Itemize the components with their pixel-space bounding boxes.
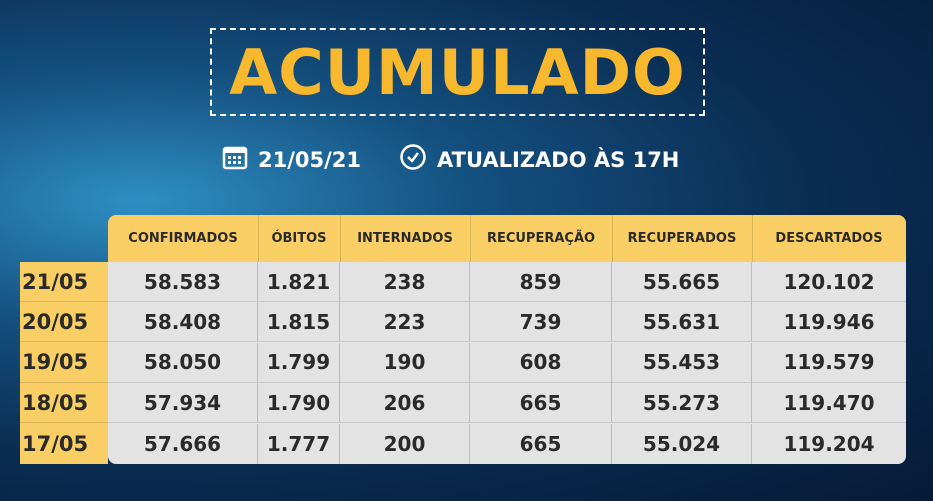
table-header: [108, 215, 906, 262]
data-table: CONFIRMADOS ÓBITOS INTERNADOS RECUPERAÇÃO RE…: [20, 215, 906, 464]
row-date: 21/05: [20, 262, 108, 302]
table-cell: 608: [470, 342, 612, 383]
table-cell: 55.024: [612, 423, 752, 464]
table-cell: 665: [470, 423, 612, 464]
table-cell: 57.934: [108, 383, 258, 424]
column-header: RECUPERADOS: [612, 215, 753, 262]
table-cell: 55.273: [612, 383, 752, 424]
table-cell: 119.470: [752, 383, 906, 424]
row-date: 17/05: [22, 431, 89, 456]
table-cell: 55.631: [612, 302, 752, 343]
column-header: ÓBITOS: [258, 215, 341, 262]
date-text: 21/05/21: [258, 147, 362, 172]
table-cell: 120.102: [752, 262, 906, 302]
column-header: CONFIRMADOS: [108, 215, 259, 262]
column-header: DESCARTADOS: [775, 231, 883, 246]
row-date: 18/05: [20, 383, 108, 424]
table-cell: 58.408: [108, 302, 258, 343]
table-cell: 200: [340, 423, 470, 464]
table-cell: 1.821: [258, 262, 340, 302]
table-cell: 859: [470, 262, 612, 302]
table-cell: 55.665: [612, 262, 752, 302]
row-date: 20/05: [20, 302, 108, 343]
table-body: [108, 262, 906, 464]
table-cell: 223: [340, 302, 470, 343]
calendar-icon: [222, 144, 258, 175]
table-cell: 238: [340, 262, 470, 302]
table-cell: 739: [470, 302, 612, 343]
table-cell: 190: [340, 342, 470, 383]
table-cell: 58.583: [108, 262, 258, 302]
table-cell: 206: [340, 383, 470, 424]
row-date: 19/05: [20, 343, 108, 383]
date-line: 21/05/21 ATUALIZADO ÀS 17H: [222, 143, 679, 176]
table-cell: 119.946: [752, 302, 906, 343]
table-cell: 119.579: [752, 343, 906, 383]
clock-icon: [399, 143, 437, 176]
title-box: ACUMULADO: [210, 28, 705, 116]
table-cell: 1.790: [258, 383, 340, 424]
column-header: RECUPERAÇÃO: [470, 215, 613, 262]
page-title: ACUMULADO: [229, 35, 686, 109]
table-cell: 1.799: [258, 342, 340, 383]
table-cell: 1.815: [258, 302, 340, 343]
updated-text: ATUALIZADO ÀS 17H: [437, 147, 680, 172]
date-column: [20, 262, 108, 464]
table-cell: 55.453: [612, 342, 752, 383]
table-cell: 665: [470, 383, 612, 424]
table-cell: 1.777: [258, 423, 340, 464]
table-cell: 58.050: [108, 342, 258, 383]
table-cell: 119.204: [783, 431, 875, 456]
table-cell: 57.666: [108, 423, 258, 464]
column-header: INTERNADOS: [340, 215, 471, 262]
